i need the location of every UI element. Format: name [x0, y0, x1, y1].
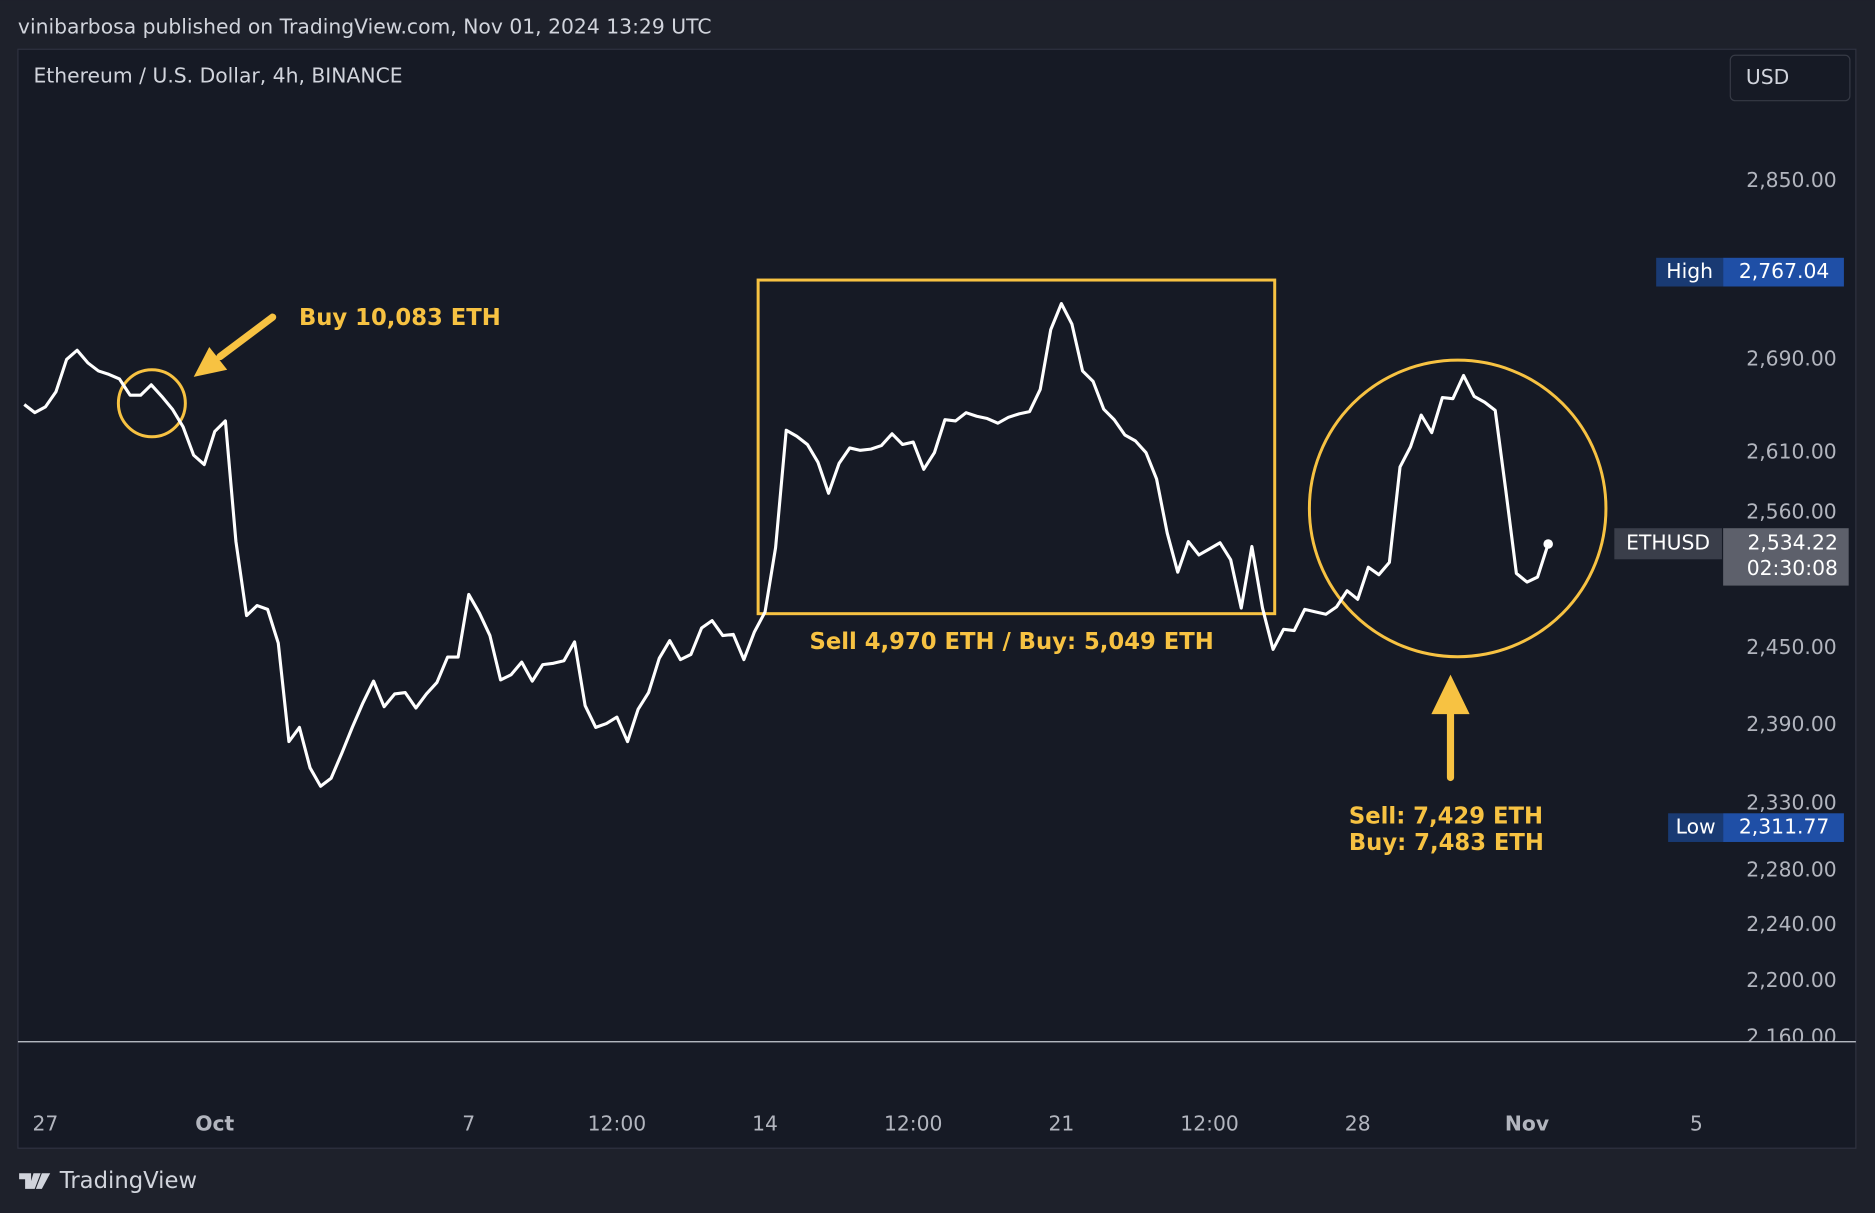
x-tick-label: 12:00 [884, 1111, 943, 1135]
marker-value: 2,311.77 [1739, 815, 1829, 839]
brand-name: TradingView [59, 1168, 197, 1194]
chart-frame [17, 48, 1857, 1149]
y-tick-label: 2,610.00 [1746, 440, 1836, 464]
currency-label[interactable]: USD [1746, 65, 1789, 89]
x-tick-label: 28 [1345, 1111, 1371, 1135]
countdown: 02:30:08 [1747, 556, 1838, 580]
annotation-arrowhead [1431, 674, 1470, 715]
x-tick-label: 12:00 [1180, 1111, 1239, 1135]
marker-name-box [1668, 813, 1724, 842]
last-price-name-box [1614, 528, 1722, 560]
last-price-value-box [1723, 528, 1849, 586]
annotation-arrow [216, 313, 277, 361]
brand-logo [19, 1173, 51, 1189]
last-point [1543, 539, 1553, 549]
x-tick-label: Nov [1505, 1111, 1549, 1135]
annotation-text: Sell: 7,429 ETH [1349, 803, 1543, 829]
chart-title: Ethereum / U.S. Dollar, 4h, BINANCE [33, 64, 402, 88]
y-tick-label: 2,450.00 [1746, 635, 1836, 659]
annotation-text: Buy: 7,483 ETH [1349, 830, 1544, 856]
annotation-box [756, 278, 1277, 616]
last-price-value: 2,534.22 [1747, 531, 1837, 555]
marker-value-box [1723, 813, 1844, 842]
x-tick-label: 5 [1690, 1111, 1703, 1135]
x-tick-label: 7 [462, 1111, 475, 1135]
annotation-circle [1307, 358, 1608, 659]
y-tick-label: 2,390.00 [1746, 712, 1836, 736]
marker-name: Low [1676, 815, 1716, 839]
y-tick-label: 2,330.00 [1746, 790, 1836, 814]
annotation-text: Sell 4,970 ETH / Buy: 5,049 ETH [809, 629, 1213, 655]
annotation-text: Buy 10,083 ETH [299, 305, 501, 331]
marker-name-box [1656, 257, 1724, 287]
marker-value: 2,767.04 [1739, 259, 1829, 283]
last-price-name: ETHUSD [1626, 531, 1710, 555]
y-tick-label: 2,690.00 [1746, 346, 1836, 370]
x-tick-label: 14 [752, 1111, 778, 1135]
currency-button[interactable] [1729, 54, 1851, 102]
x-tick-label: Oct [195, 1111, 234, 1135]
y-tick-label: 2,280.00 [1746, 857, 1836, 881]
x-tick-label: 21 [1048, 1111, 1074, 1135]
annotation-arrowhead [193, 347, 228, 377]
published-line: vinibarbosa published on TradingView.com… [18, 15, 712, 39]
y-tick-label: 2,200.00 [1746, 968, 1836, 992]
price-line [23, 302, 1550, 788]
marker-value-box [1723, 257, 1844, 287]
y-tick-label: 2,560.00 [1746, 499, 1836, 523]
marker-name: High [1666, 259, 1713, 283]
y-tick-label: 2,850.00 [1746, 168, 1836, 192]
y-tick-label: 2,160.00 [1746, 1024, 1836, 1048]
annotation-circle [116, 368, 187, 439]
x-tick-label: 12:00 [588, 1111, 647, 1135]
x-tick-label: 27 [33, 1111, 59, 1135]
y-axis: 2,160.00 2,200.00 2,240.00 2,280.00 2,330.00… [1746, 168, 1836, 1048]
y-tick-label: 2,240.00 [1746, 912, 1836, 936]
